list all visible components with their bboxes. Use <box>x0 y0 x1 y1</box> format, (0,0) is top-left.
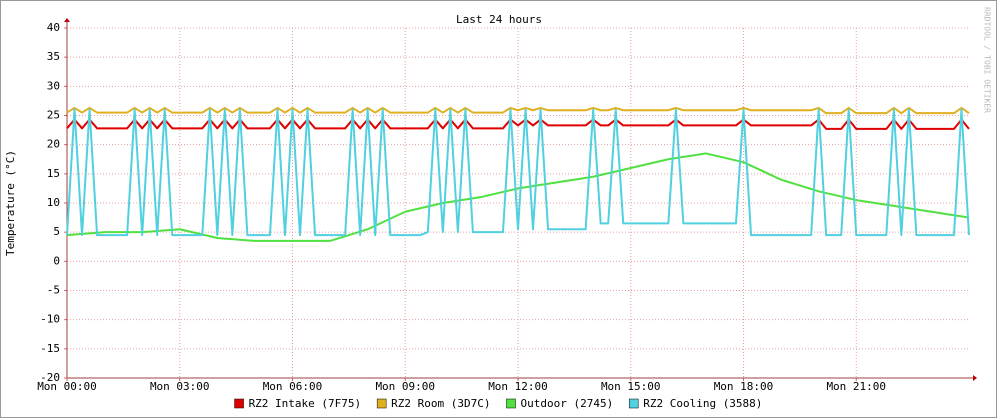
x-tick-label: Mon 21:00 <box>826 380 886 393</box>
y-tick-label: 35 <box>47 50 60 63</box>
legend: RZ2 Intake (7F75) RZ2 Room (3D7C) Outdoor … <box>234 397 762 410</box>
y-tick-label: 0 <box>53 254 60 267</box>
y-tick-label: 15 <box>47 167 60 180</box>
y-tick-label: 25 <box>47 109 60 122</box>
x-tick-label: Mon 18:00 <box>714 380 774 393</box>
axis-arrow <box>64 18 70 22</box>
y-tick-label: 30 <box>47 79 60 92</box>
series-line <box>66 108 970 237</box>
y-tick-label: 5 <box>53 225 60 238</box>
chart-title: Last 24 hours <box>456 13 542 26</box>
x-tick-label: Mon 06:00 <box>263 380 323 393</box>
series-line <box>66 152 970 242</box>
legend-label: Outdoor (2745) <box>521 397 614 410</box>
y-tick-label: -15 <box>40 342 60 355</box>
legend-label: RZ2 Room (3D7C) <box>391 397 490 410</box>
legend-swatch <box>506 398 516 409</box>
legend-label: RZ2 Cooling (3588) <box>643 397 762 410</box>
y-tick-label: 10 <box>47 196 60 209</box>
series-line <box>66 106 970 115</box>
x-tick-label: Mon 12:00 <box>488 380 548 393</box>
x-tick-label: Mon 15:00 <box>601 380 661 393</box>
x-tick-label: Mon 09:00 <box>375 380 435 393</box>
y-tick-label: -10 <box>40 313 60 326</box>
watermark: RRDTOOL / TOBI OETIKER <box>983 7 992 113</box>
y-tick-label: -5 <box>47 284 60 297</box>
legend-swatch <box>376 398 387 409</box>
y-tick-label: 40 <box>47 21 60 34</box>
y-tick-label: 20 <box>47 138 60 151</box>
x-tick-label: Mon 00:00 <box>37 380 97 393</box>
axis-arrow <box>973 375 977 381</box>
x-tick-label: Mon 03:00 <box>150 380 210 393</box>
legend-label: RZ2 Intake (7F75) <box>249 397 362 410</box>
legend-swatch <box>234 398 244 409</box>
y-axis-label: Temperature (°C) <box>4 150 17 256</box>
legend-swatch <box>628 398 639 409</box>
y-tick-label: -20 <box>40 371 60 384</box>
